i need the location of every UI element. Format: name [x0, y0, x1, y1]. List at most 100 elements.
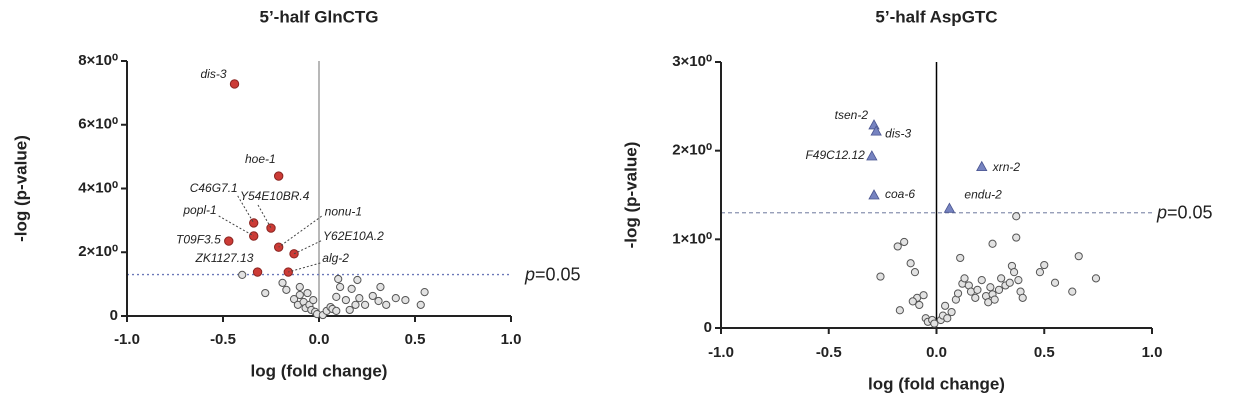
point [295, 282, 304, 292]
threshold-label: p=0.05 [524, 264, 581, 284]
point [334, 274, 343, 284]
point [953, 289, 963, 298]
leader-line [293, 240, 322, 255]
point [1009, 268, 1019, 277]
chart: 5’-half GlnCTG log (fold change) -log (p-v… [11, 7, 580, 380]
point [341, 295, 350, 305]
point [868, 119, 880, 130]
y-tick-label: 3×10⁰ [672, 53, 712, 70]
point [1012, 212, 1021, 221]
point [988, 239, 997, 248]
point [360, 300, 370, 309]
y-tick-label: 2×10⁰ [672, 142, 712, 159]
threshold-label-part: =0.05 [1167, 202, 1213, 222]
x-tick-label: 0.5 [1034, 344, 1055, 361]
point [960, 274, 969, 283]
leader-line [288, 262, 321, 273]
point [1005, 278, 1014, 287]
point [876, 272, 885, 281]
x-tick-label: -0.5 [210, 331, 236, 348]
point [994, 285, 1004, 294]
point [238, 270, 247, 279]
point [1012, 233, 1021, 242]
point [971, 293, 980, 302]
x-tick-label: 1.0 [501, 331, 522, 348]
point [283, 267, 293, 277]
point [309, 295, 318, 305]
x-tick-label: 1.0 [1142, 344, 1163, 361]
point-label: F49C12.12 [805, 148, 865, 162]
point-label: dis-3 [201, 67, 227, 81]
point [997, 274, 1006, 283]
point [1018, 293, 1027, 302]
point [973, 285, 982, 294]
threshold-label-part: p [1156, 202, 1167, 222]
point [289, 295, 299, 304]
point [977, 276, 986, 285]
x-tick-label: -1.0 [114, 331, 140, 348]
point [943, 202, 956, 213]
point-label: endu-2 [964, 187, 1002, 201]
point [1068, 287, 1077, 296]
point [249, 218, 259, 228]
x-tick-label: -0.5 [816, 344, 842, 361]
point [374, 296, 383, 306]
leader-line [237, 195, 255, 224]
point [910, 268, 920, 277]
point [229, 79, 240, 89]
point [956, 253, 965, 263]
point [351, 300, 360, 309]
point-label: hoe-1 [245, 152, 276, 166]
point [943, 314, 952, 323]
point [420, 287, 429, 297]
point-label: nonu-1 [325, 204, 362, 218]
point [273, 171, 284, 181]
point [282, 285, 291, 294]
point-label: T09F3.5 [176, 232, 221, 246]
y-tick-label: 1×10⁰ [672, 230, 712, 247]
y-axis-title: -log (p-value) [11, 135, 30, 242]
point [1014, 276, 1023, 285]
point [947, 307, 956, 317]
point [900, 237, 909, 247]
point-label: coa-6 [885, 187, 915, 201]
y-tick-label: 8×10⁰ [78, 52, 118, 69]
y-tick-label: 6×10⁰ [78, 116, 118, 133]
point [332, 292, 341, 301]
point [336, 282, 345, 292]
point [1035, 268, 1045, 277]
point [1050, 278, 1060, 287]
leader-line [257, 204, 272, 229]
y-tick-label: 4×10⁰ [78, 179, 118, 196]
point [870, 125, 882, 136]
point [868, 189, 880, 200]
point [990, 295, 999, 304]
x-tick-label: -1.0 [708, 344, 734, 361]
point [986, 283, 995, 292]
point [906, 259, 915, 268]
point [1040, 260, 1049, 270]
point [976, 160, 988, 172]
point [266, 223, 276, 233]
x-tick-label: 0.5 [405, 331, 426, 348]
point-label: alg-2 [322, 251, 349, 265]
point [353, 275, 362, 285]
point [289, 249, 299, 259]
leader-line [278, 215, 322, 248]
point-label: xrn-2 [992, 160, 1021, 174]
point [401, 295, 410, 305]
point [391, 294, 400, 303]
x-tick-label: 0.0 [926, 344, 947, 361]
point [376, 282, 385, 292]
point [332, 306, 341, 315]
threshold-label: p=0.05 [1156, 202, 1213, 222]
x-axis-title: log (fold change) [251, 361, 388, 380]
point [295, 290, 304, 300]
point [1091, 274, 1101, 283]
point [941, 301, 950, 310]
chart: 5’-half AspGTC log (fold change) -log (p-v… [621, 7, 1212, 393]
point [919, 291, 928, 300]
point [866, 150, 878, 161]
point [908, 297, 917, 306]
point [252, 267, 263, 277]
